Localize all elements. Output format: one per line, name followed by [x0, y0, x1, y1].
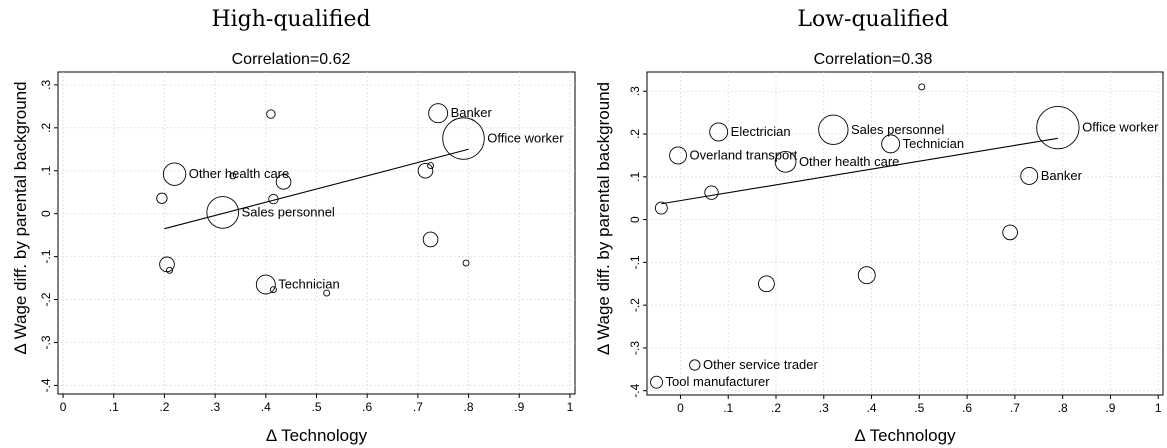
chart-subtitle: Correlation=0.38: [814, 51, 933, 68]
data-point: [268, 193, 279, 205]
data-point: [229, 172, 237, 180]
data-point: [1036, 105, 1080, 150]
data-point-label: Office worker: [487, 131, 564, 146]
x-tick-label: 1: [567, 400, 574, 414]
x-tick-label: 1: [1155, 401, 1162, 415]
y-tick-label: 0: [628, 216, 642, 223]
data-point: [162, 162, 187, 186]
data-point: [427, 162, 434, 170]
y-tick-label: 0: [39, 210, 53, 217]
y-tick-label: -.4: [39, 378, 53, 392]
x-tick-label: .7: [1010, 401, 1020, 415]
chart-title: Low-qualified: [797, 7, 948, 32]
x-tick-label: .9: [1105, 401, 1115, 415]
chart-subtitle: Correlation=0.62: [232, 51, 351, 68]
data-point: [462, 259, 470, 267]
x-tick-label: .3: [210, 400, 220, 414]
data-point: [417, 162, 434, 179]
x-tick-label: .6: [362, 400, 372, 414]
data-point: [857, 266, 876, 285]
y-tick-label: .1: [628, 171, 642, 181]
data-point: [422, 231, 439, 248]
x-tick-label: .1: [109, 400, 119, 414]
data-point-label: Electrician: [731, 124, 791, 139]
data-point-label: Other service trader: [703, 357, 819, 372]
data-point-label: Technician: [278, 277, 339, 292]
y-tick-label: .3: [628, 86, 642, 96]
low-qualified-chart: Low-qualified Correlation=0.38 0 .1 .2 .3 .4 .5…: [594, 7, 1164, 445]
x-tick-label: .5: [914, 401, 924, 415]
data-point-label: Tool manufacturer: [666, 374, 771, 389]
y-tick-label: .1: [39, 165, 53, 175]
data-point-label: Sales personnel: [851, 122, 944, 137]
y-tick-label: -.2: [39, 292, 53, 306]
plot-area: [646, 71, 1164, 396]
x-tick-label: .5: [311, 400, 321, 414]
fitted-line: [164, 148, 469, 230]
data-point: [704, 185, 719, 200]
data-point: [166, 266, 173, 274]
data-point: [428, 103, 449, 124]
data-point: [266, 109, 276, 119]
x-tick-label: 0: [60, 400, 67, 414]
data-point: [1020, 167, 1039, 185]
data-point: [255, 274, 276, 295]
data-point-label: Banker: [1041, 168, 1083, 183]
data-point: [156, 192, 168, 204]
x-tick-label: .1: [723, 401, 733, 415]
chart-title: High-qualified: [211, 7, 370, 32]
data-point: [269, 286, 277, 294]
data-point-label: Technician: [903, 136, 964, 151]
y-tick-label: .2: [39, 122, 53, 132]
data-point-label: Sales personnel: [242, 204, 335, 219]
data-point: [818, 114, 849, 145]
x-tick-label: 0: [677, 401, 684, 415]
data-point: [275, 174, 292, 190]
data-point: [1002, 224, 1018, 241]
x-tick-label: .6: [962, 401, 972, 415]
data-point: [654, 201, 668, 215]
data-point: [689, 359, 701, 371]
x-tick-label: .8: [464, 400, 474, 414]
data-point: [918, 83, 926, 91]
x-tick-label: .9: [514, 400, 524, 414]
data-point: [758, 275, 775, 293]
x-tick-label: .8: [1058, 401, 1068, 415]
x-tick-label: .4: [261, 400, 271, 414]
data-point: [442, 117, 485, 160]
x-tick-label: .4: [867, 401, 877, 415]
y-tick-label: .2: [628, 129, 642, 139]
fitted-line: [661, 137, 1058, 205]
x-tick-label: .2: [771, 401, 781, 415]
data-point: [774, 150, 797, 173]
y-tick-label: -.2: [628, 298, 642, 312]
data-point-label: Other health care: [189, 166, 289, 181]
data-point-label: Banker: [451, 105, 493, 120]
data-point: [881, 134, 901, 154]
x-tick-label: .3: [819, 401, 829, 415]
y-tick-label: -.1: [39, 249, 53, 263]
y-tick-label: .3: [39, 80, 53, 90]
data-point-label: Office worker: [1082, 120, 1159, 135]
y-tick-label: -.3: [39, 335, 53, 349]
y-axis-label: Δ Wage diff. by parental background: [11, 81, 30, 354]
x-axis-label: Δ Technology: [266, 426, 368, 445]
y-tick-label: -.3: [628, 341, 642, 355]
data-point: [323, 289, 331, 297]
x-tick-label: .2: [159, 400, 169, 414]
y-axis-label: Δ Wage diff. by parental background: [594, 82, 613, 355]
data-point: [206, 196, 240, 229]
data-point: [709, 122, 729, 142]
data-point: [650, 375, 664, 389]
y-tick-label: -.4: [628, 383, 642, 397]
data-point-label: Overland transport: [690, 147, 798, 162]
x-tick-label: .7: [413, 400, 423, 414]
data-point-label: Other health care: [799, 154, 899, 169]
x-axis-label: Δ Technology: [854, 426, 956, 445]
high-qualified-chart: High-qualified Correlation=0.62 0 .1 .2 .3 .4.…: [11, 7, 576, 445]
data-point: [669, 146, 687, 165]
y-tick-label: -.1: [628, 255, 642, 269]
